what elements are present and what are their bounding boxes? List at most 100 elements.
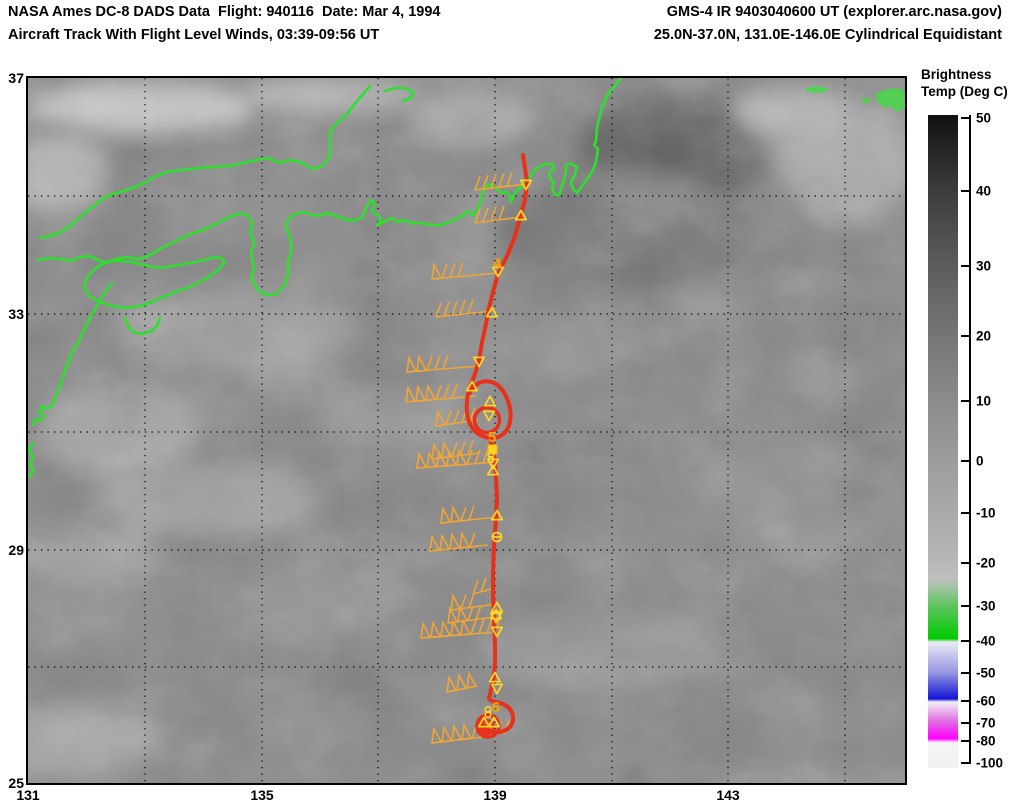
subtitle-track-winds: Aircraft Track With Flight Level Winds, …	[8, 27, 380, 43]
colorbar-tick-mark	[961, 562, 970, 564]
colorbar-tick-label: -30	[976, 598, 996, 614]
waypoint-labels: 4 5 6	[488, 255, 502, 716]
coastline	[31, 281, 114, 427]
track-marker-triangle-down	[491, 266, 505, 278]
wind-barb-flag	[451, 442, 458, 457]
wind-barb-pennant	[441, 725, 453, 743]
wind-barb-flag	[482, 207, 489, 223]
wind-barb	[450, 593, 498, 611]
wind-barb-flag	[443, 384, 450, 400]
colorbar-tick-mark	[961, 740, 970, 742]
track-marker-square	[487, 444, 498, 455]
wind-barb-flag	[435, 385, 442, 400]
wind-barb	[429, 531, 489, 552]
wind-barb-flag	[469, 532, 476, 548]
wind-barb-flag	[442, 354, 449, 370]
latitude-tick-label: 25	[8, 775, 24, 791]
wind-barb-flag	[445, 410, 452, 425]
wind-barb	[474, 172, 528, 191]
wind-barb-flag	[466, 449, 473, 465]
coastline	[123, 316, 162, 336]
wind-barb	[440, 505, 498, 524]
wind-barb-pennant	[450, 505, 462, 523]
wind-barb-flag	[468, 593, 475, 608]
satellite-noise-texture	[28, 78, 905, 783]
colorbar-tick-mark	[961, 335, 970, 337]
colorbar-axis-line	[969, 115, 971, 764]
wind-barb-pennant	[450, 618, 462, 637]
wind-barb	[406, 354, 480, 373]
wind-barb-pennant	[436, 449, 448, 468]
colorbar-tick-mark	[961, 512, 970, 514]
latitude-tick-label: 29	[8, 542, 24, 558]
wind-barb-pennant	[449, 532, 461, 550]
wind-barb-flag	[451, 301, 458, 316]
waypoint-label: 4	[493, 255, 502, 272]
cold-cloud-blob	[806, 86, 828, 93]
colorbar-tick-mark	[961, 265, 970, 267]
wind-barb-flag	[490, 206, 497, 222]
wind-barb-pennant	[440, 619, 452, 638]
wind-barb-flag	[468, 505, 475, 521]
wind-barb-flag	[434, 355, 441, 370]
wind-barb-pennant	[466, 671, 478, 690]
wind-barb-flag	[443, 301, 450, 317]
colorbar-tick-label: -70	[976, 715, 996, 731]
colorbar-tick-mark	[961, 722, 970, 724]
colorbar-tick-label: -100	[976, 755, 1004, 771]
wind-barb-pennant	[456, 448, 468, 466]
colorbar-tick-label: -60	[976, 693, 996, 709]
wind-barb-pennant	[431, 442, 443, 460]
wind-barb-flag	[467, 606, 474, 621]
wind-barb-flag	[475, 605, 482, 620]
wind-barb-pennant	[441, 440, 453, 459]
wind-barb-flag	[486, 618, 493, 634]
wind-barb-pennant	[416, 451, 428, 469]
track-marker-triangle-up	[486, 464, 500, 476]
colorbar-tick-label: -80	[976, 733, 996, 749]
colorbar-tick-mark	[961, 605, 970, 607]
wind-barb-flag	[435, 302, 442, 318]
wind-barb-flag	[472, 579, 479, 595]
track-marker-triangle-up	[465, 380, 479, 392]
latitude-tick-label: 37	[8, 70, 24, 86]
wind-barb-pennant	[425, 383, 437, 402]
wind-barb-flag	[460, 506, 467, 522]
wind-barb-flag	[470, 619, 477, 635]
colorbar-title: Brightness Temp (Deg C)	[921, 66, 1008, 100]
wind-barb-flag	[453, 409, 460, 424]
wind-barb-flag	[482, 448, 489, 464]
wind-barb-flag	[449, 263, 456, 278]
coastline	[38, 84, 372, 240]
track-marker-triangle-up	[477, 716, 491, 728]
colorbar-tick-label: 50	[976, 110, 992, 126]
wind-barb	[431, 262, 499, 280]
longitude-tick-label: 131	[16, 787, 40, 803]
coastline	[36, 78, 622, 297]
wind-barb-pennant	[405, 385, 417, 403]
colorbar-tick-label: -10	[976, 505, 996, 521]
wind-barb-pennant	[415, 384, 427, 403]
colorbar-tick-mark	[961, 190, 970, 192]
colorbar-tick-label: 0	[976, 453, 984, 469]
track-marker-triangle-down	[472, 356, 486, 368]
colorbar-tick-label: 40	[976, 183, 992, 199]
colorbar-tick-mark	[961, 460, 970, 462]
colorbar-gradient	[928, 115, 958, 768]
track-marker-triangle-up	[485, 306, 499, 318]
wind-barb-pennant	[440, 506, 452, 524]
wind-barb-pennant	[460, 618, 472, 636]
wind-barb-flag	[459, 300, 466, 315]
colorbar-tick-mark	[961, 762, 970, 764]
wind-barb-flag	[460, 594, 467, 609]
latitude-tick-label: 33	[8, 306, 24, 322]
wind-barb-flag	[506, 172, 513, 187]
wind-barb-pennant	[450, 593, 462, 611]
wind-barb-pennant	[420, 621, 432, 639]
latlon-gridlines	[28, 78, 905, 783]
cold-cloud-blob	[862, 97, 870, 104]
wind-barb-flag	[498, 205, 505, 221]
wind-barb-flag	[426, 356, 433, 371]
track-marker-eight-bottom	[487, 455, 495, 464]
wind-barb-staff	[431, 272, 499, 280]
